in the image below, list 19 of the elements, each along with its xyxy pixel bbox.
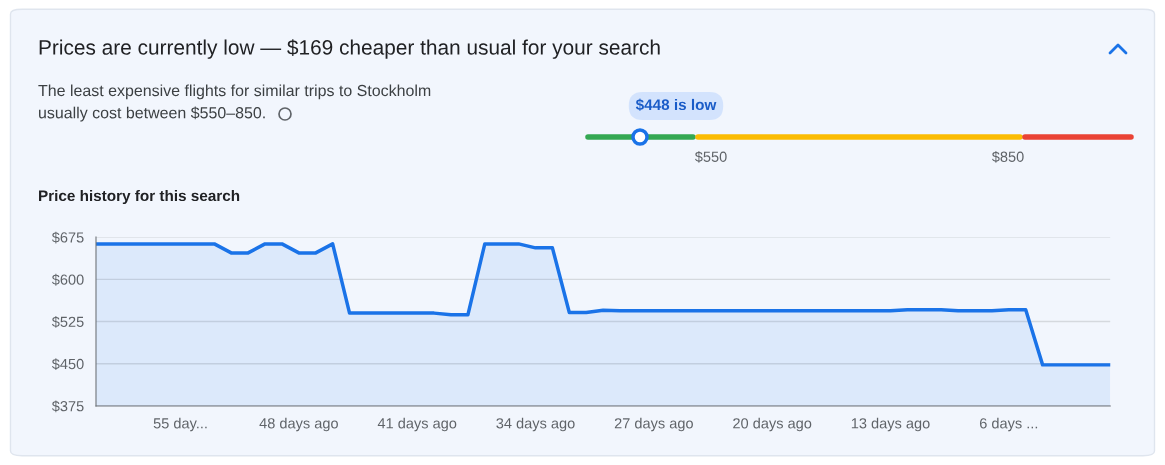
text: $850	[991, 150, 1024, 163]
y-tick-label: $600	[51, 273, 84, 286]
x-tick-label: 27 days ago	[614, 417, 693, 432]
x-tick-label: 41 days ago	[377, 417, 457, 432]
chart-title: Price history for this search	[39, 189, 240, 205]
x-tick-label: 55 day...	[153, 417, 207, 432]
y-tick-label: $675	[51, 231, 84, 244]
x-tick-label: 48 days ago	[259, 417, 338, 432]
text: Prices are currently low — $169 cheaper than usual for your search	[39, 39, 660, 59]
x-tick-label: 20 days ago	[733, 417, 812, 432]
y-tick-label: $375	[51, 400, 84, 413]
x-tick-label: 6 days ...	[979, 417, 1038, 432]
x-tick-label: 13 days ago	[851, 417, 930, 432]
text: The least expensive flights for similar trips to Stockholm usually cost between $550–850.	[38, 84, 431, 122]
y-tick-label: $450	[51, 358, 84, 371]
x-tick-label: 34 days ago	[496, 417, 575, 432]
text: $550	[694, 150, 727, 163]
text: $448 is low	[635, 98, 717, 112]
y-tick-label: $525	[51, 316, 84, 328]
